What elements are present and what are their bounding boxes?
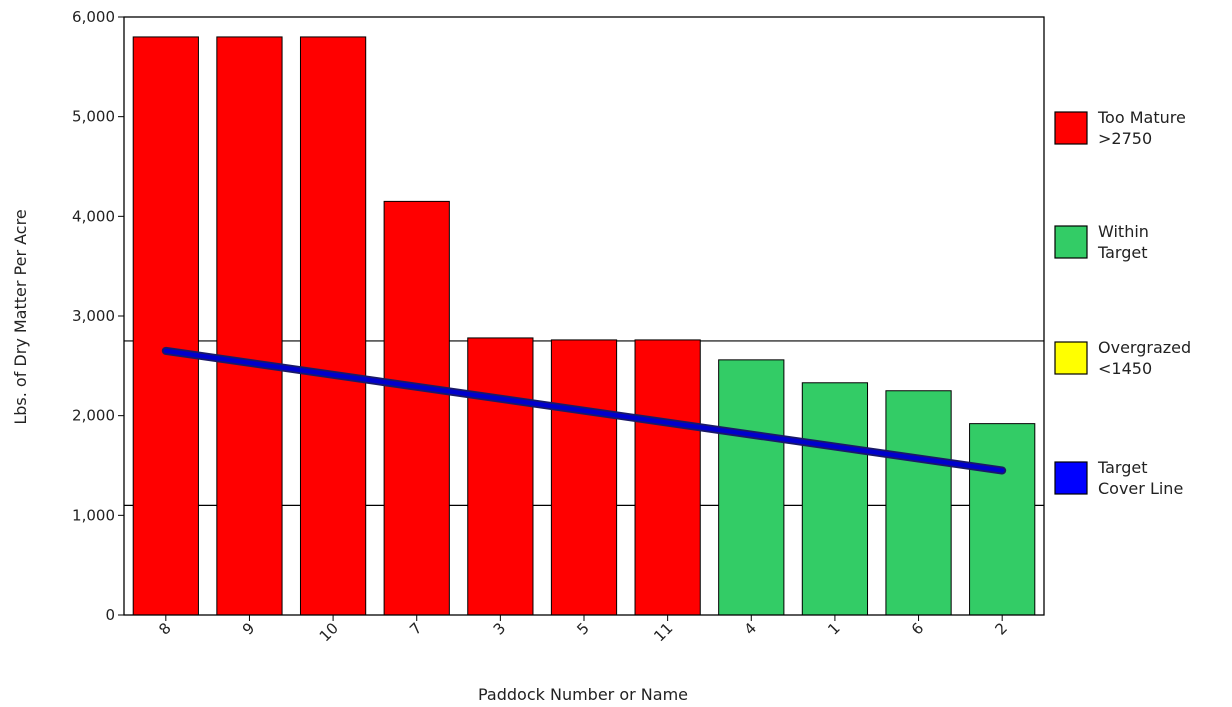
legend-swatch-target_line xyxy=(1054,461,1088,495)
x-tick-label: 8 xyxy=(155,619,174,638)
x-tick-label: 5 xyxy=(573,619,592,638)
y-axis-title: Lbs. of Dry Matter Per Acre xyxy=(11,209,30,424)
legend-label-target_line: Cover Line xyxy=(1098,479,1183,498)
x-tick-label: 2 xyxy=(992,619,1011,638)
legend-label-within_target: Target xyxy=(1097,243,1148,262)
bar-paddock-10 xyxy=(299,36,367,616)
bar-paddock-3 xyxy=(467,337,534,616)
y-tick-label: 2,000 xyxy=(72,407,115,425)
legend-swatch-within_target xyxy=(1054,225,1088,259)
legend-label-target_line: Target xyxy=(1097,458,1148,477)
legend-label-overgrazed: <1450 xyxy=(1098,359,1152,378)
bar-paddock-8 xyxy=(132,36,199,616)
legend-swatch-overgrazed xyxy=(1054,341,1088,375)
legend-label-too_mature: >2750 xyxy=(1098,129,1152,148)
x-axis: 8 9 10 7 3 5 11 4 1 6 2 xyxy=(155,615,1011,645)
y-tick-label: 3,000 xyxy=(72,307,115,325)
bar-paddock-9 xyxy=(216,36,283,616)
legend-label-overgrazed: Overgrazed xyxy=(1098,338,1191,357)
y-tick-label: 4,000 xyxy=(72,207,115,225)
target-cover-line xyxy=(163,348,1005,473)
y-tick-label: 6,000 xyxy=(72,8,115,26)
legend-label-within_target: Within xyxy=(1098,222,1149,241)
x-tick-label: 4 xyxy=(741,619,760,638)
bar-paddock-5 xyxy=(550,339,618,616)
target-cover-line-group xyxy=(161,346,1007,475)
x-tick-label: 3 xyxy=(490,619,509,638)
legend: Too Mature >2750 Within Target Overgrazed <14… xyxy=(1054,108,1191,498)
x-tick-label: 6 xyxy=(908,619,927,638)
bar-paddock-11 xyxy=(634,339,701,616)
bar-paddock-7 xyxy=(383,200,450,616)
y-tick-label: 1,000 xyxy=(72,506,115,524)
x-tick-label: 7 xyxy=(406,619,425,638)
legend-label-too_mature: Too Mature xyxy=(1097,108,1186,127)
y-tick-label: 0 xyxy=(105,606,115,624)
legend-swatch-too_mature xyxy=(1054,111,1088,145)
x-tick-label: 9 xyxy=(239,619,258,638)
bar-paddock-2 xyxy=(969,423,1036,616)
bar-paddock-1 xyxy=(801,382,869,616)
x-tick-label: 11 xyxy=(650,619,676,645)
y-tick-label: 5,000 xyxy=(72,108,115,126)
bar-paddock-4 xyxy=(718,359,785,616)
x-tick-label: 10 xyxy=(316,619,342,645)
x-tick-label: 1 xyxy=(824,619,843,638)
bar-paddock-6 xyxy=(885,390,952,616)
x-axis-title: Paddock Number or Name xyxy=(478,685,688,704)
bars xyxy=(132,36,1036,616)
y-axis: 0 1,000 2,000 3,000 4,000 5,000 6,000 xyxy=(72,8,124,624)
